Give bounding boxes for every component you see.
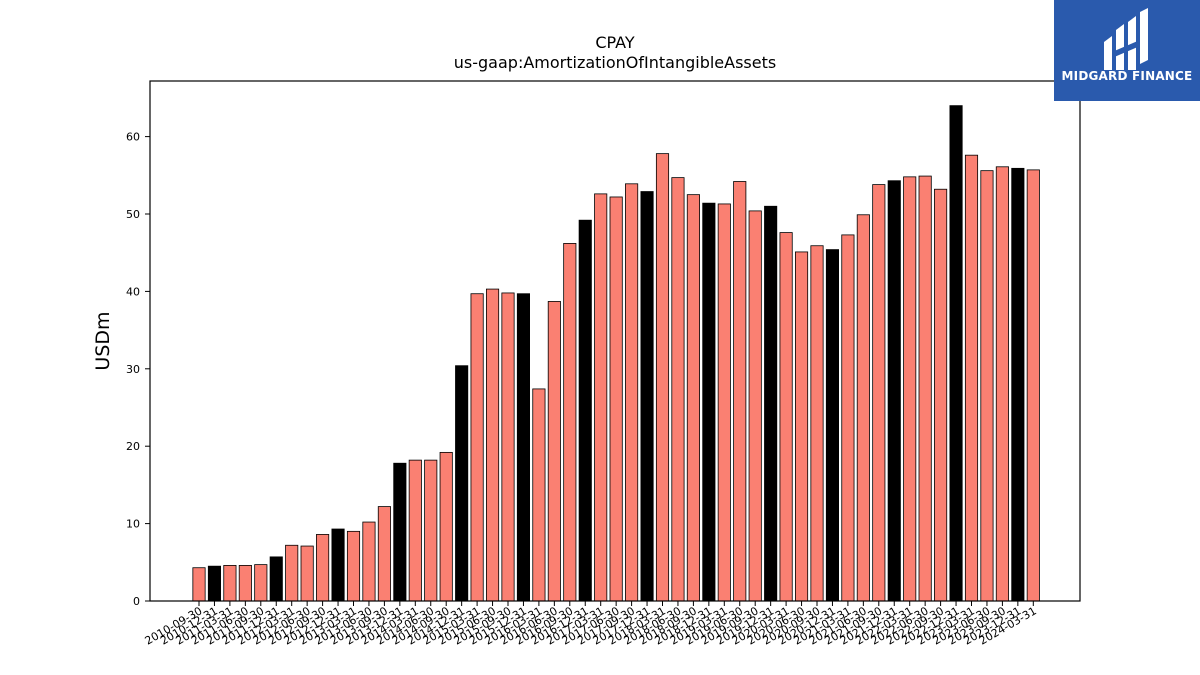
bar-2014-12-31	[455, 365, 469, 602]
y-tick-label-40: 40	[126, 285, 140, 298]
bar-2018-12-31	[702, 202, 716, 602]
bar-2019-03-31	[717, 203, 731, 602]
bar-2022-12-31	[949, 105, 963, 602]
y-axis-label: USDm	[92, 311, 114, 370]
bar-2019-06-30	[733, 181, 747, 602]
bar-2020-06-30	[795, 251, 809, 602]
bar-2014-06-30	[424, 459, 438, 602]
bar-2011-12-31	[269, 556, 283, 602]
bar-2016-09-30	[563, 243, 577, 602]
bar-2023-09-30	[995, 166, 1009, 602]
chart-title: CPAY	[595, 33, 635, 52]
bar-2020-12-31	[825, 249, 839, 602]
bar-2016-03-31	[532, 388, 546, 602]
bar-2013-03-31	[346, 530, 361, 602]
bar-2022-09-30	[934, 188, 948, 602]
bar-2010-09-30	[192, 567, 206, 602]
bar-2021-03-31	[841, 234, 855, 602]
bar-2023-12-31	[1011, 167, 1025, 602]
bar-2013-09-30	[377, 506, 391, 602]
bar-2017-12-31	[640, 191, 654, 602]
bar-2018-06-30	[671, 177, 685, 602]
bar-2012-09-30	[316, 534, 330, 602]
bar-2011-06-30	[238, 565, 252, 602]
bar-2015-06-30	[485, 288, 500, 602]
y-tick-label-60: 60	[126, 131, 140, 144]
bar-2012-06-30	[300, 545, 314, 602]
y-tick-label-30: 30	[126, 363, 140, 376]
bar-2021-06-30	[856, 214, 870, 602]
bar-2021-09-30	[872, 184, 886, 602]
chart-subtitle: us-gaap:AmortizationOfIntangibleAssets	[453, 53, 777, 72]
y-tick-label-50: 50	[126, 208, 140, 221]
bar-2016-06-30	[547, 301, 561, 602]
bar-2011-09-30	[254, 564, 268, 602]
logo-mark-icon	[1104, 8, 1148, 70]
bar-2011-03-31	[223, 565, 237, 602]
bar-2018-03-31	[655, 153, 670, 602]
bar-2023-03-31	[964, 154, 979, 602]
bar-2019-09-30	[748, 210, 762, 602]
y-tick-label-20: 20	[126, 440, 140, 453]
bar-2010-12-31	[207, 565, 222, 602]
y-tick-label-0: 0	[133, 595, 140, 608]
bar-2013-12-31	[393, 462, 407, 602]
bar-2014-09-30	[439, 451, 453, 602]
bar-2022-03-31	[903, 176, 917, 602]
bar-2017-06-30	[609, 196, 623, 602]
bar-2015-09-30	[501, 292, 515, 602]
bar-2012-12-31	[331, 528, 345, 602]
y-tick-label-10: 10	[126, 518, 140, 531]
bar-2012-03-31	[285, 544, 299, 602]
bar-2017-09-30	[625, 183, 639, 602]
bar-2021-12-31	[887, 180, 901, 602]
logo-text: MIDGARD FINANCE	[1061, 69, 1193, 83]
bar-2013-06-30	[362, 521, 376, 602]
bar-2014-03-31	[408, 459, 422, 602]
bar-2020-09-30	[810, 245, 824, 602]
bar-2018-09-30	[686, 194, 700, 602]
bar-2020-03-31	[779, 232, 793, 602]
bar-2023-06-30	[980, 170, 994, 602]
bar-2024-03-31	[1026, 169, 1040, 602]
bar-2017-03-31	[594, 193, 608, 602]
bar-2022-06-30	[918, 175, 932, 602]
plot-frame	[149, 80, 1081, 602]
company-logo: MIDGARD FINANCE	[1054, 0, 1200, 101]
bar-2016-12-31	[578, 219, 592, 602]
bar-2019-12-31	[764, 205, 778, 602]
bar-2015-12-31	[516, 293, 530, 602]
bar-2015-03-31	[470, 293, 484, 602]
